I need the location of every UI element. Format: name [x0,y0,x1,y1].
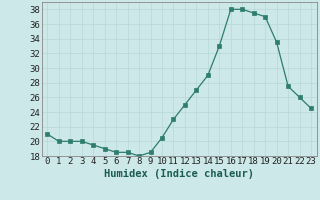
X-axis label: Humidex (Indice chaleur): Humidex (Indice chaleur) [104,169,254,179]
